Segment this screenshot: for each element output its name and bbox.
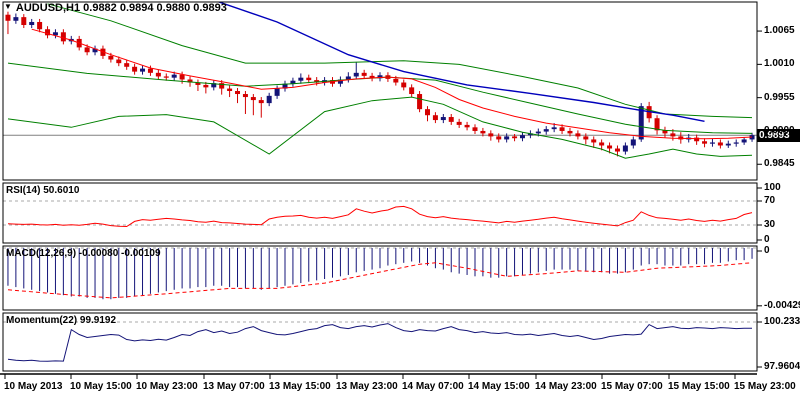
price-ytick-label: 0.9900 [764,124,795,136]
x-axis-label: 14 May 15:00 [468,381,530,392]
rsi-panel-label: RSI(14) 50.6010 [6,185,80,196]
macd-panel-label: MACD(12,26,9) -0.00080 -0.00109 [6,248,161,259]
momentum-ytick-label: 97.9604 [764,360,800,372]
x-axis-label: 14 May 07:00 [402,381,464,392]
x-axis-label: 14 May 23:00 [535,381,597,392]
price-panel[interactable] [3,0,757,159]
x-axis-label: 10 May 15:00 [70,381,132,392]
x-axis-label: 13 May 07:00 [203,381,265,392]
macd-ytick-label: 0 [764,245,770,256]
rsi-ytick-label: 70 [764,195,776,206]
chart-title: ▼ AUDUSD,H1 0.9882 0.9894 0.9880 0.9893 [4,2,227,14]
rsi-ytick-label: 30 [764,219,776,230]
macd-histogram [7,248,753,300]
macd-ytick-label: -0.00429 [764,299,800,311]
x-axis-label: 13 May 15:00 [269,381,331,392]
momentum-panel-label: Momentum(22) 99.9192 [6,315,117,326]
price-ytick-label: 1.0010 [764,58,795,70]
rsi-ytick-label: 0 [764,234,770,245]
x-axis-label: 15 May 23:00 [734,381,796,392]
rsi-panel [3,200,757,228]
x-axis-label: 15 May 07:00 [601,381,663,392]
chart-title-text: AUDUSD,H1 0.9882 0.9894 0.9880 0.9893 [15,2,227,14]
x-axis-label: 13 May 23:00 [336,381,398,392]
macd-panel [3,247,757,300]
rsi-ytick-label: 100 [764,182,781,193]
macd-panel-border [2,245,758,311]
current-price-badge: 0.9893 [757,129,800,142]
momentum-panel [3,321,757,362]
price-panel-border [2,1,758,181]
x-axis-label: 15 May 15:00 [668,381,730,392]
x-axis-label: 10 May 23:00 [136,381,198,392]
chevron-down-icon: ▼ [4,2,12,11]
price-ytick-label: 1.0065 [764,25,795,37]
price-ytick-label: 0.9955 [764,91,795,103]
momentum-panel-border [2,312,758,372]
price-ytick-label: 0.9845 [764,158,795,170]
rsi-panel-border [2,182,758,244]
x-axis-label: 10 May 2013 [4,381,63,392]
candlestick-series [5,11,755,157]
